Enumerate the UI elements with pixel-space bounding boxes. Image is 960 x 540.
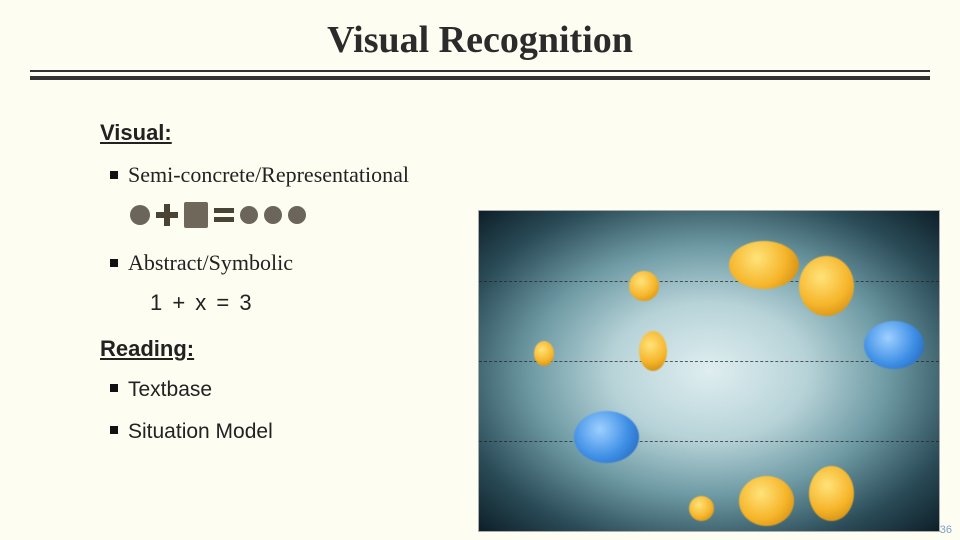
activation-blob-blue xyxy=(864,321,924,369)
bullet-semi-concrete: Semi-concrete/Representational xyxy=(110,162,520,188)
bullet-text: Semi-concrete/Representational xyxy=(128,162,409,187)
activation-blob-yellow xyxy=(689,496,714,521)
bullet-icon xyxy=(110,426,118,434)
page-title: Visual Recognition xyxy=(0,0,960,70)
brain-hline xyxy=(479,281,939,282)
dot-icon xyxy=(264,206,282,224)
reading-heading-text: Reading: xyxy=(100,336,194,361)
bullet-situation-model: Situation Model xyxy=(110,420,520,444)
brain-hline xyxy=(479,441,939,442)
activation-blob-yellow xyxy=(629,271,659,301)
content-column: Visual: Semi-concrete/Representational A… xyxy=(100,120,520,458)
activation-blob-yellow xyxy=(534,341,554,366)
title-rule xyxy=(30,70,930,80)
visual-heading: Visual: xyxy=(100,120,520,146)
activation-blob-yellow xyxy=(729,241,799,289)
box-icon xyxy=(184,202,208,228)
dot-icon xyxy=(130,205,150,225)
activation-blob-yellow xyxy=(639,331,667,371)
equals-icon xyxy=(214,208,234,222)
bullet-text: Textbase xyxy=(128,378,212,401)
bullet-icon xyxy=(110,259,118,267)
activation-blob-yellow xyxy=(799,256,854,316)
brain-image xyxy=(478,210,940,532)
dot-icon xyxy=(288,206,306,224)
plus-icon xyxy=(156,204,178,226)
activation-blob-yellow xyxy=(809,466,854,521)
bullet-icon xyxy=(110,171,118,179)
bullet-text: Abstract/Symbolic xyxy=(128,250,293,275)
dots-equation-graphic xyxy=(130,202,520,228)
bullet-text: Situation Model xyxy=(128,420,273,443)
equation-text: 1 + x = 3 xyxy=(150,290,520,316)
bullet-icon xyxy=(110,384,118,392)
bullet-abstract: Abstract/Symbolic xyxy=(110,250,520,276)
reading-heading: Reading: xyxy=(100,336,520,362)
dot-icon xyxy=(240,206,258,224)
slide: Visual Recognition Visual: Semi-concrete… xyxy=(0,0,960,540)
activation-blob-blue xyxy=(574,411,639,463)
page-number: 36 xyxy=(940,524,952,536)
bullet-textbase: Textbase xyxy=(110,378,520,402)
activation-blob-yellow xyxy=(739,476,794,526)
visual-heading-text: Visual: xyxy=(100,120,172,145)
